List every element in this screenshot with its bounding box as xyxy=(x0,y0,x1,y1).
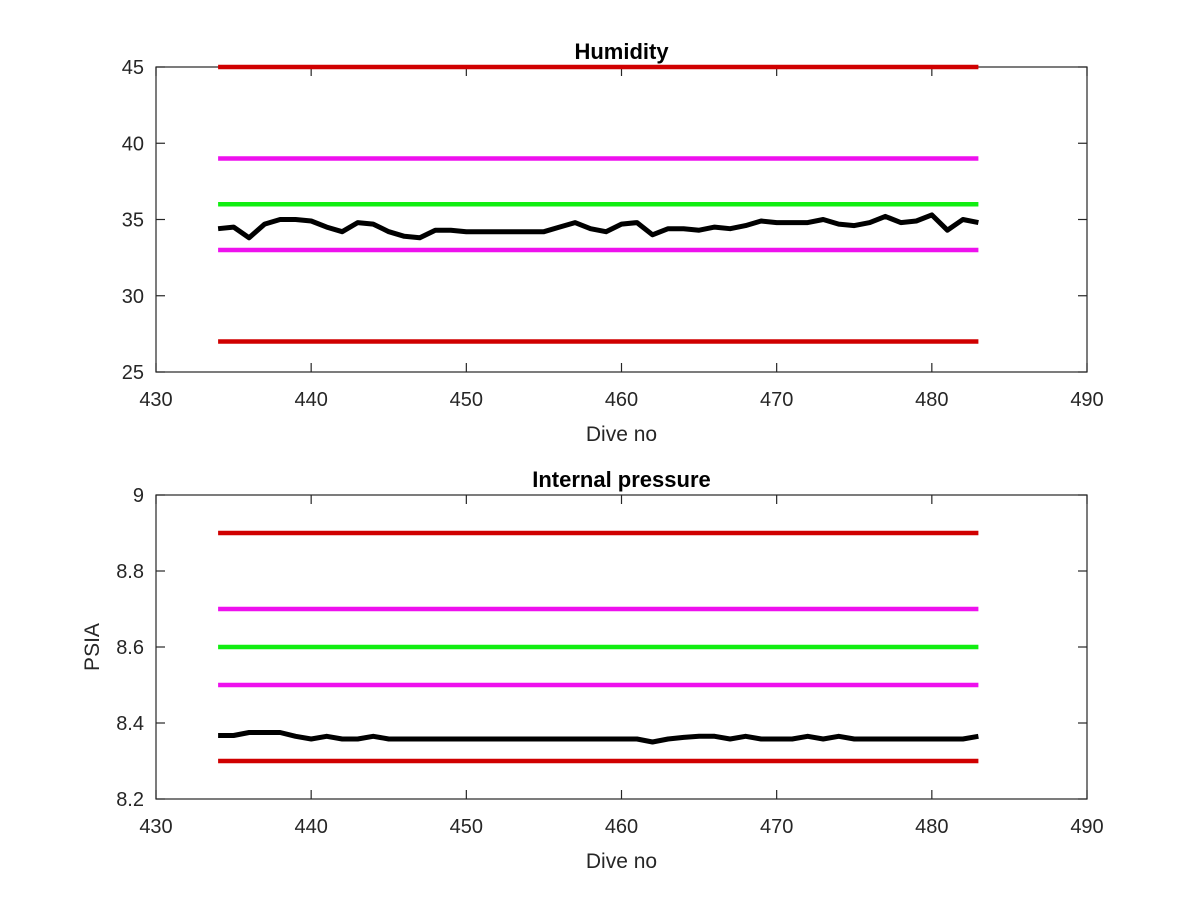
x-tick-label: 430 xyxy=(139,816,172,838)
y-tick-label: 45 xyxy=(122,57,144,79)
x-tick-label: 480 xyxy=(915,816,948,838)
y-tick-label: 35 xyxy=(122,210,144,232)
x-tick-label: 450 xyxy=(450,389,483,411)
x-tick-label: 470 xyxy=(760,816,793,838)
chart-title: Humidity xyxy=(574,39,669,64)
x-tick-label: 450 xyxy=(450,816,483,838)
x-axis-label: Dive no xyxy=(586,850,657,873)
x-tick-label: 460 xyxy=(605,816,638,838)
x-tick-label: 440 xyxy=(294,389,327,411)
x-tick-label: 490 xyxy=(1070,816,1103,838)
x-tick-label: 490 xyxy=(1070,389,1103,411)
chart-title: Internal pressure xyxy=(532,467,711,492)
x-tick-label: 470 xyxy=(760,389,793,411)
y-tick-label: 8.6 xyxy=(116,637,144,659)
x-axis-label: Dive no xyxy=(586,423,657,446)
y-tick-label: 9 xyxy=(133,485,144,507)
y-tick-label: 8.8 xyxy=(116,561,144,583)
data-series-line xyxy=(218,730,979,745)
x-tick-label: 480 xyxy=(915,389,948,411)
data-series-line xyxy=(217,212,979,241)
humidity-panel: 430 440 450 460 470 480 490 25 30 35 40 45 Humidity D… xyxy=(122,39,1104,446)
y-tick-label: 40 xyxy=(122,133,144,155)
y-tick-label: 8.2 xyxy=(116,789,144,811)
x-tick-label: 460 xyxy=(605,389,638,411)
y-tick-label: 8.4 xyxy=(116,713,144,735)
x-tick-label: 440 xyxy=(294,816,327,838)
y-tick-label: 30 xyxy=(122,286,144,308)
y-tick-label: 25 xyxy=(122,362,144,384)
internal-pressure-panel: 430 440 450 460 470 480 490 8.2 8.4 8.6 8.8 9 Intern… xyxy=(81,467,1104,873)
x-tick-label: 430 xyxy=(139,389,172,411)
y-axis-label: PSIA xyxy=(81,623,104,671)
